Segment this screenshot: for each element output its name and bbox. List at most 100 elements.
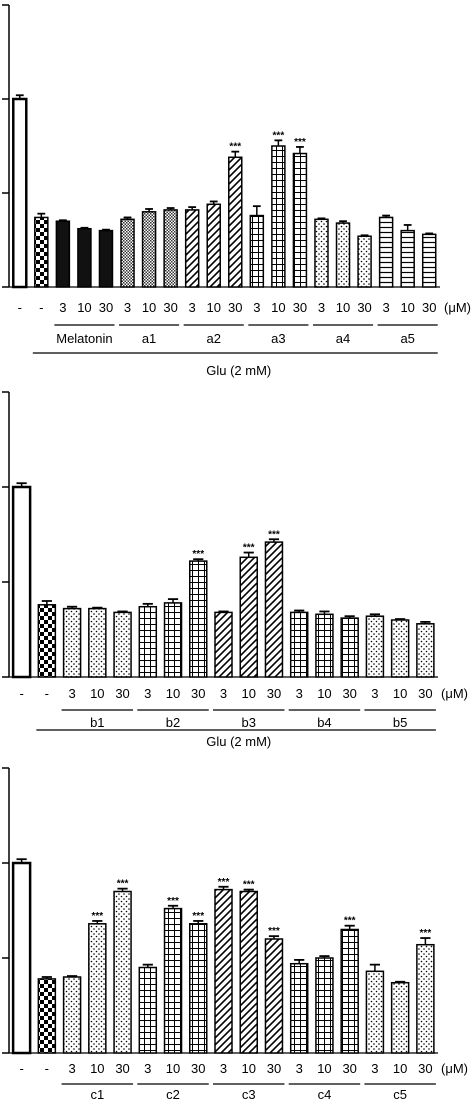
significance-label: *** — [117, 879, 129, 890]
bar — [189, 560, 208, 678]
bar — [138, 605, 158, 678]
x-tick-label: 3 — [371, 1061, 378, 1076]
bar — [214, 611, 233, 678]
x-tick-label: 30 — [191, 686, 205, 701]
group-label: a2 — [206, 331, 220, 346]
x-tick-label: - — [45, 686, 49, 701]
group-label: b2 — [166, 715, 180, 730]
bar — [340, 617, 359, 678]
bar — [239, 890, 258, 1054]
x-tick-label: 10 — [336, 300, 350, 315]
chart-panel-2: - - 3 10 30 3 10 *** 30 3 *** 10 *** 30 3 10 30 3 10 30 (μM)… — [2, 391, 468, 749]
chart-panel-1: - - 3 10 30 3 10 30 3 10 *** 30 3 *** 10 *** 30 3 10 30 3 10 3… — [2, 4, 471, 378]
bar — [62, 976, 82, 1054]
x-tick-label: 3 — [371, 686, 378, 701]
group-label: c4 — [318, 1087, 332, 1100]
treatment-label: Glu (2 mM) — [206, 734, 271, 749]
bar — [365, 970, 385, 1054]
significance-label: *** — [420, 928, 432, 939]
bar — [264, 541, 284, 678]
x-tick-label: 3 — [59, 300, 66, 315]
group-label: c5 — [393, 1087, 407, 1100]
bar — [138, 966, 158, 1054]
bar — [98, 229, 114, 288]
x-tick-label: 3 — [68, 1061, 75, 1076]
x-tick-label: 30 — [228, 300, 242, 315]
bar — [37, 978, 57, 1054]
bar — [55, 220, 71, 288]
x-tick-label: 30 — [191, 1061, 205, 1076]
bar — [239, 556, 258, 678]
significance-label: *** — [91, 911, 103, 922]
group-label: c3 — [242, 1087, 256, 1100]
significance-label: *** — [192, 911, 204, 922]
significance-label: *** — [344, 916, 356, 927]
x-tick-label: - — [19, 1061, 23, 1076]
bar — [228, 156, 243, 288]
bar — [416, 943, 435, 1054]
bar — [120, 218, 135, 288]
bar — [249, 214, 265, 288]
bar — [34, 216, 49, 288]
bar — [400, 229, 415, 288]
group-label: c2 — [166, 1087, 180, 1100]
bar — [214, 888, 233, 1054]
bar — [163, 602, 183, 678]
bar — [390, 619, 410, 678]
bar — [271, 145, 286, 288]
x-tick-label: 30 — [357, 300, 371, 315]
bar — [113, 611, 132, 678]
x-tick-label: 10 — [166, 686, 180, 701]
x-tick-label: 30 — [342, 1061, 356, 1076]
group-label: a4 — [336, 331, 350, 346]
bar — [264, 938, 284, 1054]
bar — [163, 209, 178, 288]
x-tick-label: 10 — [317, 686, 331, 701]
bar — [314, 218, 329, 288]
x-tick-label: 30 — [115, 1061, 129, 1076]
bar — [289, 611, 309, 678]
bar — [340, 928, 359, 1054]
bar — [365, 615, 385, 678]
bar — [421, 233, 437, 288]
x-tick-label: 30 — [267, 686, 281, 701]
group-label: b1 — [90, 715, 104, 730]
group-label: c1 — [90, 1087, 104, 1100]
x-tick-label: 30 — [267, 1061, 281, 1076]
x-tick-label: 3 — [124, 300, 131, 315]
x-tick-label: 30 — [115, 686, 129, 701]
bar — [357, 235, 372, 288]
x-tick-label: 10 — [393, 1061, 407, 1076]
bar — [62, 607, 82, 678]
x-tick-label: 3 — [189, 300, 196, 315]
bar — [141, 211, 157, 288]
bar — [292, 152, 308, 288]
x-tick-label: 30 — [163, 300, 177, 315]
x-tick-label: - — [18, 300, 22, 315]
bar — [184, 209, 200, 288]
x-tick-label: 10 — [400, 300, 414, 315]
x-tick-label: 3 — [296, 1061, 303, 1076]
group-label: a1 — [142, 331, 156, 346]
bar — [163, 907, 183, 1054]
bar — [12, 97, 28, 289]
bar — [88, 607, 107, 678]
x-tick-label: 3 — [383, 300, 390, 315]
x-tick-label: 10 — [317, 1061, 331, 1076]
bar — [11, 485, 32, 679]
x-tick-label: 3 — [253, 300, 260, 315]
significance-label: *** — [192, 549, 204, 560]
x-tick-label: 3 — [296, 686, 303, 701]
bar — [206, 203, 221, 288]
group-label: b3 — [242, 715, 256, 730]
group-label: a3 — [271, 331, 285, 346]
x-tick-label: 3 — [220, 686, 227, 701]
x-tick-label: 30 — [422, 300, 436, 315]
x-tick-label: 3 — [144, 686, 151, 701]
significance-label: *** — [294, 137, 306, 148]
x-tick-label: 3 — [318, 300, 325, 315]
x-tick-label: 3 — [220, 1061, 227, 1076]
significance-label: *** — [273, 130, 285, 141]
unit-label: (μM) — [441, 686, 468, 701]
